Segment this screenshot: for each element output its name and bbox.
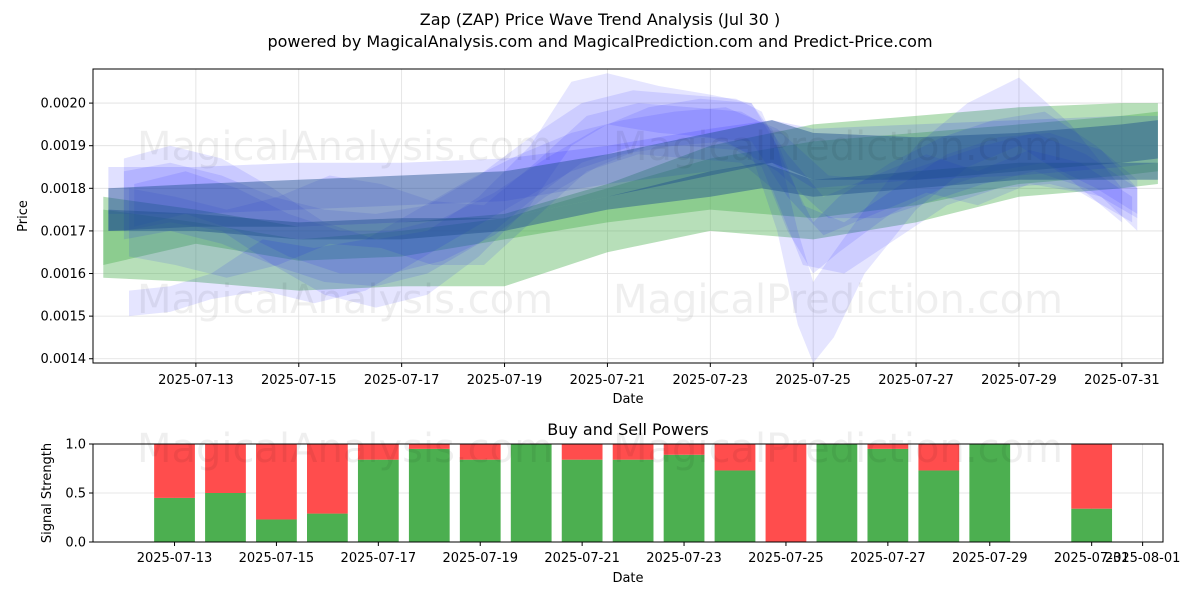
- bottom-xtick-label: 2025-07-29: [952, 551, 1028, 566]
- buy-bar: [969, 444, 1011, 542]
- watermark-prediction-top: MagicalPrediction.com: [613, 124, 1063, 170]
- bottom-xtick-label: 2025-07-21: [544, 551, 620, 566]
- top-ytick-label: 0.0017: [41, 224, 87, 239]
- sell-bar: [918, 444, 960, 471]
- watermark-analysis-mid: MagicalAnalysis.com: [137, 277, 553, 323]
- top-y-axis-label: Price: [16, 200, 31, 232]
- top-ytick-label: 0.0016: [41, 267, 87, 282]
- top-xtick-label: 2025-07-23: [673, 373, 749, 388]
- buy-bar: [867, 448, 909, 542]
- bottom-xtick-label: 2025-07-23: [646, 551, 722, 566]
- buy-bar: [154, 497, 195, 542]
- buy-bar: [663, 454, 705, 542]
- bottom-y-axis-label: Signal Strength: [40, 443, 55, 543]
- top-ytick-label: 0.0020: [41, 97, 87, 112]
- bottom-xtick-label: 2025-07-31: [1054, 551, 1130, 566]
- sell-bar: [612, 444, 654, 460]
- top-plot-frame: [92, 68, 1164, 364]
- top-xtick-label: 2025-07-25: [775, 373, 851, 388]
- sell-bar: [714, 444, 756, 471]
- sell-bar: [561, 444, 603, 460]
- watermark-analysis-bottom: MagicalAnalysis.com: [137, 426, 553, 472]
- sell-bar: [154, 444, 195, 498]
- top-xtick-label: 2025-07-17: [364, 373, 440, 388]
- bottom-ytick-label: 0.5: [65, 487, 86, 502]
- bottom-x-axis-label: Date: [612, 571, 643, 586]
- wave-band-green-mid: [103, 111, 1158, 265]
- bottom-xtick-label: 2025-07-27: [850, 551, 926, 566]
- sell-bar: [408, 444, 450, 449]
- buy-bar: [357, 459, 399, 542]
- top-xtick-label: 2025-07-19: [467, 373, 543, 388]
- bottom-xtick-label: 2025-07-15: [239, 551, 315, 566]
- signal-bars: [154, 444, 1113, 542]
- sell-bar: [256, 444, 297, 520]
- top-xtick-label: 2025-07-27: [878, 373, 954, 388]
- wave-band-blue-wave-1: [123, 73, 1122, 363]
- buy-bar: [307, 513, 348, 542]
- bottom-xtick-label: 2025-07-25: [748, 551, 824, 566]
- wave-band-blue-wave-4: [129, 107, 1138, 317]
- buy-bar: [205, 493, 246, 542]
- bottom-xtick-label: 2025-08-01: [1105, 551, 1181, 566]
- sell-bar: [357, 444, 399, 460]
- buy-bar: [510, 444, 552, 542]
- sell-bar: [663, 444, 705, 455]
- buy-bar: [816, 444, 858, 542]
- bottom-xtick-label: 2025-07-13: [137, 551, 213, 566]
- buy-bar: [408, 448, 450, 542]
- wave-bands: [103, 73, 1158, 363]
- sell-bar: [459, 444, 501, 460]
- top-grid: [93, 69, 1163, 363]
- sell-bar: [867, 444, 909, 449]
- top-xtick-label: 2025-07-13: [158, 373, 234, 388]
- top-xtick-label: 2025-07-15: [261, 373, 337, 388]
- watermark-prediction-mid: MagicalPrediction.com: [613, 277, 1063, 323]
- top-ytick-label: 0.0014: [41, 352, 87, 367]
- top-x-axis-label: Date: [612, 392, 643, 407]
- bottom-ytick-label: 1.0: [65, 438, 86, 453]
- sell-bar: [205, 444, 246, 493]
- watermark-prediction-bottom: MagicalPrediction.com: [613, 426, 1063, 472]
- buy-bar: [714, 470, 756, 542]
- wave-band-blue-flat-top: [108, 115, 1158, 214]
- bottom-xtick-label: 2025-07-19: [442, 551, 518, 566]
- top-xtick-label: 2025-07-29: [981, 373, 1057, 388]
- buy-bar: [612, 459, 654, 542]
- wave-band-dark-band-top: [108, 120, 1158, 231]
- chart-title: Zap (ZAP) Price Wave Trend Analysis (Jul…: [420, 10, 780, 29]
- wave-band-blue-wave-2: [123, 90, 1138, 287]
- bottom-chart-title: Buy and Sell Powers: [547, 420, 709, 439]
- buy-bar: [1071, 508, 1113, 542]
- chart-subtitle: powered by MagicalAnalysis.com and Magic…: [267, 32, 932, 51]
- watermark-analysis-top: MagicalAnalysis.com: [137, 124, 553, 170]
- top-ytick-label: 0.0019: [41, 139, 87, 154]
- buy-bar: [918, 470, 960, 542]
- wave-band-dark-band-bottom: [108, 162, 1158, 240]
- bottom-xtick-label: 2025-07-17: [341, 551, 417, 566]
- buy-bar: [561, 459, 603, 542]
- wave-band-blue-wave-3: [129, 103, 1138, 278]
- top-ytick-label: 0.0018: [41, 182, 87, 197]
- bottom-ytick-label: 0.0: [65, 536, 86, 551]
- sell-bar: [307, 444, 348, 514]
- wave-band-blue-wave-5: [134, 98, 1133, 274]
- wave-band-green-wide: [103, 103, 1158, 291]
- price-wave-plot: MagicalAnalysis.com MagicalPrediction.com…: [16, 68, 1164, 407]
- buy-bar: [256, 519, 297, 542]
- buy-bar: [459, 459, 501, 542]
- sell-bar: [765, 444, 807, 542]
- sell-bar: [1071, 444, 1113, 509]
- top-xtick-label: 2025-07-31: [1084, 373, 1160, 388]
- top-xtick-label: 2025-07-21: [570, 373, 646, 388]
- top-ytick-label: 0.0015: [41, 310, 87, 325]
